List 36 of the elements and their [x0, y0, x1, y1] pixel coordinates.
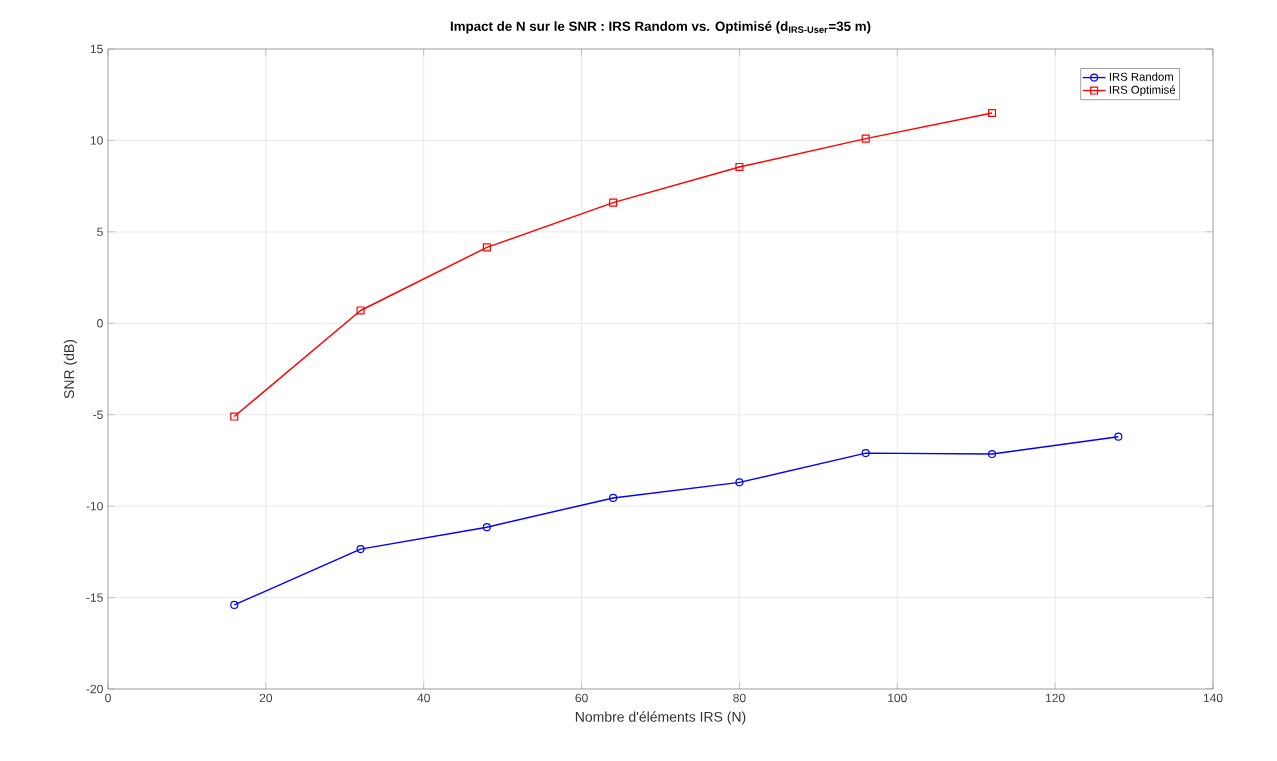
point — [609, 493, 618, 502]
point — [230, 600, 239, 609]
x-tick-label: 80 — [733, 693, 746, 703]
point — [861, 134, 870, 143]
x-tick-label: 40 — [417, 693, 430, 703]
point — [987, 108, 997, 118]
point — [230, 412, 239, 421]
point — [987, 449, 997, 459]
x-axis-title: Nombre d'éléments IRS (N) — [575, 711, 746, 725]
y-tick-label: -20 — [86, 684, 103, 694]
y-tick-label: -10 — [86, 501, 103, 511]
x-tick-label: 60 — [575, 693, 588, 703]
y-tick-label: 5 — [97, 227, 103, 237]
point — [356, 545, 365, 554]
point — [1114, 432, 1123, 441]
x-tick-label: 120 — [1046, 693, 1065, 703]
point — [356, 306, 365, 315]
y-tick-label: 0 — [97, 319, 103, 328]
y-tick-label: 15 — [90, 44, 103, 54]
y-tick-label: -15 — [86, 593, 103, 602]
x-tick-label: 0 — [105, 693, 111, 703]
point — [609, 198, 618, 207]
legend-label: IRS Optimisé — [1109, 85, 1176, 97]
point — [735, 478, 744, 487]
point — [861, 449, 870, 458]
point — [482, 243, 491, 252]
point — [482, 523, 491, 532]
y-tick-label: 10 — [90, 136, 103, 145]
x-tick-label: 20 — [259, 693, 273, 703]
point — [735, 162, 744, 172]
y-tick-label: -5 — [93, 410, 103, 419]
legend-label: IRS Random — [1109, 72, 1173, 81]
x-tick-label: 140 — [1203, 693, 1223, 703]
y-axis-title: SNR (dB) — [63, 339, 77, 399]
x-tick-label: 100 — [888, 693, 907, 703]
chart-title: Impact de N sur le SNR : IRS Random vs. Optimisé (d$_{IRS-User}$=35 m) — [450, 21, 871, 34]
